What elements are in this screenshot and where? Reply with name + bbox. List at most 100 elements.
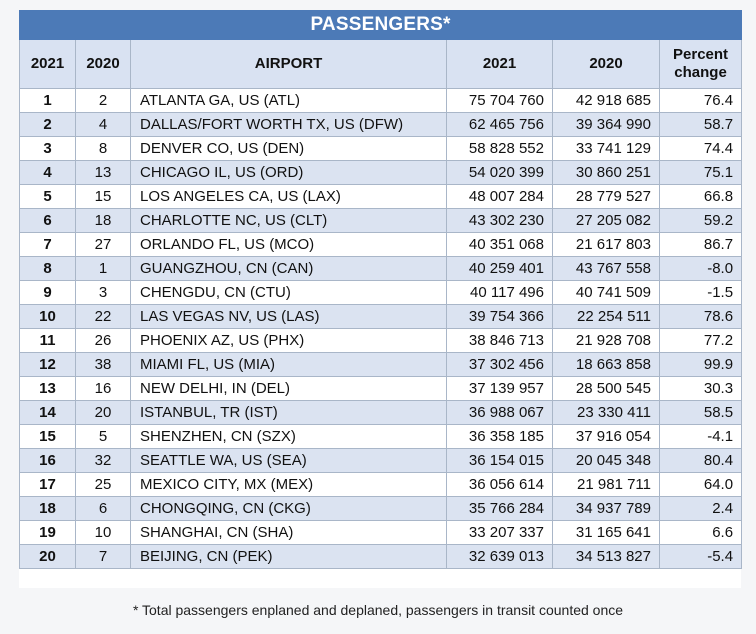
rank-2020-cell: 2 <box>75 88 131 113</box>
passengers-2021-cell: 37 302 456 <box>446 352 553 377</box>
passengers-2020-cell: 40 741 509 <box>552 280 660 305</box>
airport-cell: CHARLOTTE NC, US (CLT) <box>130 208 447 233</box>
header-percent-change-line2: change <box>674 64 727 81</box>
rank-2021-cell: 10 <box>19 304 76 329</box>
rank-2021-cell: 14 <box>19 400 76 425</box>
percent-change-cell: 6.6 <box>658 520 743 545</box>
rank-2020-cell: 25 <box>75 472 131 497</box>
passengers-2021-cell: 36 154 015 <box>446 448 553 473</box>
passengers-2020-cell: 20 045 348 <box>552 448 660 473</box>
airport-cell: MIAMI FL, US (MIA) <box>130 352 447 377</box>
table-row: 6 18 CHARLOTTE NC, US (CLT) 43 302 230 27 20… <box>19 208 743 233</box>
rank-2021-cell: 4 <box>19 160 76 185</box>
percent-change-cell: 74.4 <box>658 136 743 161</box>
passengers-2020-cell: 21 981 711 <box>552 472 660 497</box>
rank-2021-cell: 3 <box>19 136 76 161</box>
passengers-2020-cell: 33 741 129 <box>552 136 660 161</box>
rank-2020-cell: 27 <box>75 232 131 257</box>
passengers-2020-cell: 21 928 708 <box>552 328 660 353</box>
passengers-2021-cell: 62 465 756 <box>446 112 553 137</box>
airport-cell: PHOENIX AZ, US (PHX) <box>130 328 447 353</box>
header-percent-change: Percent change <box>658 39 743 89</box>
airport-cell: BEIJING, CN (PEK) <box>130 544 447 569</box>
rank-2021-cell: 6 <box>19 208 76 233</box>
percent-change-cell: 64.0 <box>658 472 743 497</box>
passengers-2021-cell: 40 117 496 <box>446 280 553 305</box>
table-row: 3 8 DENVER CO, US (DEN) 58 828 552 33 741 12… <box>19 136 743 161</box>
header-passengers-2021: 2021 <box>446 39 553 89</box>
table-row: 13 16 NEW DELHI, IN (DEL) 37 139 957 28 500 … <box>19 376 743 401</box>
table-row: 7 27 ORLANDO FL, US (MCO) 40 351 068 21 617 … <box>19 232 743 257</box>
airport-cell: NEW DELHI, IN (DEL) <box>130 376 447 401</box>
rank-2020-cell: 32 <box>75 448 131 473</box>
table-row: 19 10 SHANGHAI, CN (SHA) 33 207 337 31 165 6… <box>19 520 743 545</box>
airport-cell: CHONGQING, CN (CKG) <box>130 496 447 521</box>
rank-2020-cell: 38 <box>75 352 131 377</box>
rank-2020-cell: 6 <box>75 496 131 521</box>
passengers-2021-cell: 32 639 013 <box>446 544 553 569</box>
passengers-2020-cell: 21 617 803 <box>552 232 660 257</box>
header-rank-2021: 2021 <box>19 39 76 89</box>
header-percent-change-line1: Percent <box>673 46 729 63</box>
rank-2021-cell: 8 <box>19 256 76 281</box>
passengers-2021-cell: 40 351 068 <box>446 232 553 257</box>
passengers-2020-cell: 31 165 641 <box>552 520 660 545</box>
rank-2020-cell: 8 <box>75 136 131 161</box>
rank-2021-cell: 12 <box>19 352 76 377</box>
passengers-table-panel: PASSENGERS* 2021 2020 AIRPORT 2021 2020 … <box>18 10 743 588</box>
percent-change-cell: 76.4 <box>658 88 743 113</box>
header-passengers-2020: 2020 <box>552 39 660 89</box>
percent-change-cell: 2.4 <box>658 496 743 521</box>
percent-change-cell: -1.5 <box>658 280 743 305</box>
passengers-2021-cell: 54 020 399 <box>446 160 553 185</box>
rank-2021-cell: 20 <box>19 544 76 569</box>
passengers-2021-cell: 75 704 760 <box>446 88 553 113</box>
rank-2020-cell: 15 <box>75 184 131 209</box>
passengers-2021-cell: 48 007 284 <box>446 184 553 209</box>
rank-2020-cell: 7 <box>75 544 131 569</box>
passengers-2020-cell: 28 779 527 <box>552 184 660 209</box>
passengers-2021-cell: 36 988 067 <box>446 400 553 425</box>
rank-2021-cell: 9 <box>19 280 76 305</box>
header-row: 2021 2020 AIRPORT 2021 2020 Percent chan… <box>19 39 743 89</box>
rank-2021-cell: 5 <box>19 184 76 209</box>
rank-2021-cell: 2 <box>19 112 76 137</box>
percent-change-cell: 58.7 <box>658 112 743 137</box>
table-row: 20 7 BEIJING, CN (PEK) 32 639 013 34 513 827… <box>19 544 743 569</box>
passengers-2021-cell: 43 302 230 <box>446 208 553 233</box>
airport-cell: ISTANBUL, TR (IST) <box>130 400 447 425</box>
rank-2021-cell: 19 <box>19 520 76 545</box>
passengers-2020-cell: 43 767 558 <box>552 256 660 281</box>
percent-change-cell: 78.6 <box>658 304 743 329</box>
header-airport: AIRPORT <box>130 39 447 89</box>
airport-cell: LOS ANGELES CA, US (LAX) <box>130 184 447 209</box>
passengers-2021-cell: 36 056 614 <box>446 472 553 497</box>
passengers-2021-cell: 33 207 337 <box>446 520 553 545</box>
rank-2020-cell: 13 <box>75 160 131 185</box>
rank-2021-cell: 13 <box>19 376 76 401</box>
passengers-2020-cell: 30 860 251 <box>552 160 660 185</box>
airport-cell: SHANGHAI, CN (SHA) <box>130 520 447 545</box>
passengers-2021-cell: 39 754 366 <box>446 304 553 329</box>
table-row: 1 2 ATLANTA GA, US (ATL) 75 704 760 42 918 6… <box>19 88 743 113</box>
airport-cell: DENVER CO, US (DEN) <box>130 136 447 161</box>
percent-change-cell: 99.9 <box>658 352 743 377</box>
percent-change-cell: 59.2 <box>658 208 743 233</box>
table-row: 2 4 DALLAS/FORT WORTH TX, US (DFW) 62 465 7… <box>19 112 743 137</box>
percent-change-cell: -4.1 <box>658 424 743 449</box>
passengers-2020-cell: 42 918 685 <box>552 88 660 113</box>
percent-change-cell: 58.5 <box>658 400 743 425</box>
header-rank-2020: 2020 <box>75 39 131 89</box>
percent-change-cell: 30.3 <box>658 376 743 401</box>
airport-cell: ORLANDO FL, US (MCO) <box>130 232 447 257</box>
passengers-2020-cell: 34 513 827 <box>552 544 660 569</box>
airport-cell: CHICAGO IL, US (ORD) <box>130 160 447 185</box>
rank-2021-cell: 11 <box>19 328 76 353</box>
rank-2020-cell: 18 <box>75 208 131 233</box>
rank-2020-cell: 5 <box>75 424 131 449</box>
passengers-2020-cell: 37 916 054 <box>552 424 660 449</box>
passengers-2020-cell: 22 254 511 <box>552 304 660 329</box>
rank-2021-cell: 1 <box>19 88 76 113</box>
table-row: 9 3 CHENGDU, CN (CTU) 40 117 496 40 741 509-… <box>19 280 743 305</box>
percent-change-cell: -5.4 <box>658 544 743 569</box>
